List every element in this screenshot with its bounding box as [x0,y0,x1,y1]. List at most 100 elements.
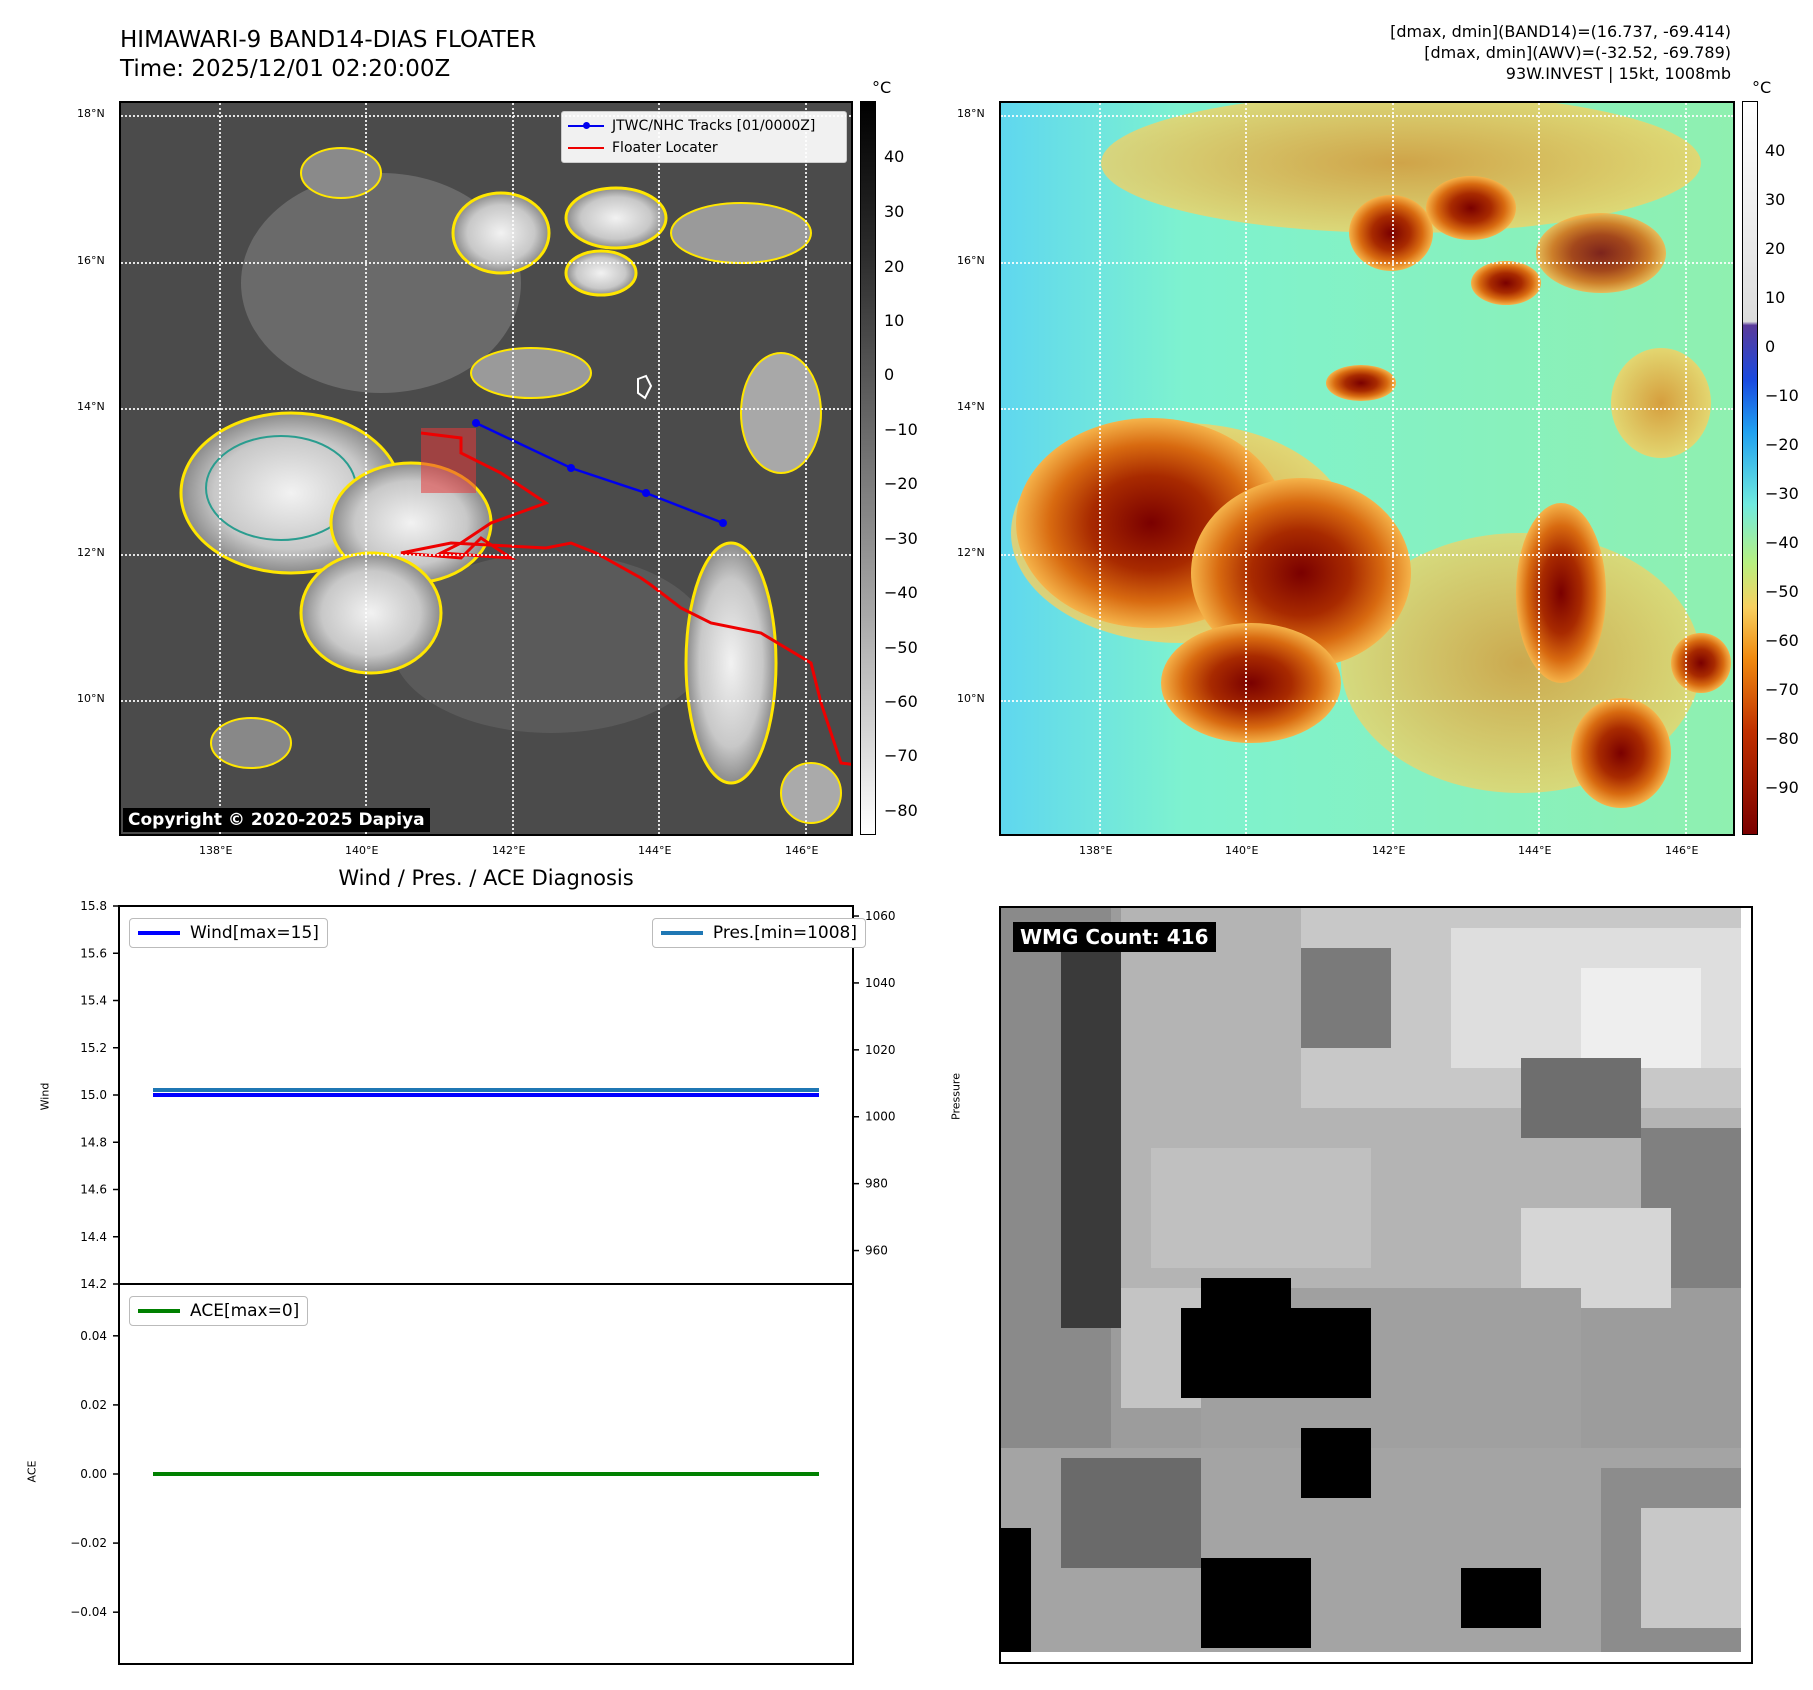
pressure-legend-swatch [660,931,703,935]
lat-tick: 18°N [77,107,105,120]
diagnosis-title: Wind / Pres. / ACE Diagnosis [338,866,634,890]
pressure-ytick-label: 1020 [865,1043,896,1057]
awv-cb-tick: −70 [1765,680,1799,699]
gridline-lat [121,554,851,556]
ir-cb-tick: 0 [884,365,895,384]
ir-cb-tick: 30 [884,202,905,221]
gridline-lat [121,262,851,264]
info-band14-range: [dmax, dmin](BAND14)=(16.737, -69.414) [1390,22,1731,41]
lon-tick: 146°E [1665,844,1699,857]
wind-legend: Wind[max=15] [129,918,328,948]
awv-cb-tick: −50 [1765,582,1799,601]
pressure-ytick-label: 980 [865,1177,888,1191]
pressure-ytick-label: 1000 [865,1110,896,1124]
gridline-lat [1001,115,1733,117]
awv-cb-tick: 20 [1765,239,1786,258]
gridline-lon [805,103,807,834]
gridline-lat [121,115,851,117]
awv-cb-tick: −90 [1765,778,1799,797]
pressure-legend: Pres.[min=1008] [651,918,866,948]
ir-cb-tick: −10 [884,420,918,439]
awv-cb-tick: 30 [1765,190,1786,209]
lat-tick: 12°N [77,546,105,559]
ir-cb-tick: 10 [884,311,905,330]
lon-tick: 142°E [492,844,526,857]
legend-locater-label: Floater Locater [612,140,718,156]
lat-tick: 16°N [77,254,105,267]
ace-legend: ACE[max=0] [129,1296,309,1326]
awv-cb-tick: 0 [1765,337,1776,356]
lon-tick: 142°E [1372,844,1406,857]
awv-cb-tick: −40 [1765,533,1799,552]
gridline-lat [121,408,851,410]
lon-tick: 144°E [638,844,672,857]
pressure-ytick-label: 960 [865,1244,888,1258]
gridline-lat [1001,700,1733,702]
lon-tick: 144°E [1518,844,1552,857]
awv-colorbar [1742,101,1758,835]
lat-tick: 10°N [77,692,105,705]
lon-tick: 138°E [1079,844,1113,857]
wind-ytick-label: 14.6 [80,1183,107,1197]
lon-tick: 138°E [199,844,233,857]
lat-tick: 16°N [957,254,985,267]
pressure-ytick-label: 1060 [865,909,896,923]
legend-track-label: JTWC/NHC Tracks [01/0000Z] [612,118,816,134]
info-awv-range: [dmax, dmin](AWV)=(-32.52, -69.789) [1424,43,1731,62]
awv-cb-tick: −10 [1765,386,1799,405]
wind-ytick-label: 14.4 [80,1230,107,1244]
lat-tick: 18°N [957,107,985,120]
gridline-lon [1392,103,1394,834]
awv-satellite-panel [999,101,1735,836]
ace-ytick-label: 0.00 [80,1467,107,1481]
awv-cb-tick: −60 [1765,631,1799,650]
ir-cb-tick: −20 [884,474,918,493]
gridline-lon [512,103,514,834]
lon-tick: 140°E [1225,844,1259,857]
wind-ytick-label: 15.6 [80,946,107,960]
wind-ytick-label: 14.8 [80,1135,107,1149]
ace-ytick-label: −0.02 [70,1536,107,1550]
ace-legend-label: ACE[max=0] [190,1301,300,1321]
info-storm: 93W.INVEST | 15kt, 1008mb [1505,64,1731,83]
lat-tick: 12°N [957,546,985,559]
wmg-count-label: WMG Count: 416 [1013,922,1216,952]
lat-tick: 14°N [957,400,985,413]
ace-ytick-label: 0.04 [80,1329,107,1343]
ir-satellite-panel: JTWC/NHC Tracks [01/0000Z] Floater Locat… [119,101,853,836]
ir-colorbar [860,101,876,835]
gridline-lat [1001,408,1733,410]
ace-ytick-label: −0.04 [70,1605,107,1619]
wind-ytick-label: 14.2 [80,1277,107,1291]
ir-cb-tick: −70 [884,746,918,765]
gridline-lat [1001,262,1733,264]
lon-tick: 140°E [345,844,379,857]
ir-cb-tick: −40 [884,583,918,602]
ir-cb-tick: −30 [884,529,918,548]
figure-title: HIMAWARI-9 BAND14-DIAS FLOATER [120,27,537,53]
wind-ytick-label: 15.0 [80,1088,107,1102]
locater-legend-swatch [568,147,604,149]
copyright-label: Copyright © 2020-2025 Dapiya [123,808,430,832]
awv-cb-tick: 40 [1765,141,1786,160]
wind-ytick-label: 15.8 [80,899,107,913]
ace-ytick-label: 0.02 [80,1398,107,1412]
awv-cb-tick: −80 [1765,729,1799,748]
gridline-lon [1685,103,1687,834]
wind-legend-swatch [138,931,180,935]
track-legend-swatch [568,122,604,129]
gridline-lon [219,103,221,834]
ir-colorbar-unit: °C [872,78,892,97]
ir-cb-tick: −60 [884,692,918,711]
gridline-lon [1245,103,1247,834]
gridline-lat [1001,554,1733,556]
wind-ytick-label: 15.4 [80,994,107,1008]
lon-tick: 146°E [785,844,819,857]
gridline-lon [658,103,660,834]
awv-colorbar-unit: °C [1752,78,1772,97]
awv-cb-tick: −20 [1765,435,1799,454]
gridline-lat [121,700,851,702]
gridline-lon [365,103,367,834]
gridline-lon [1099,103,1101,834]
